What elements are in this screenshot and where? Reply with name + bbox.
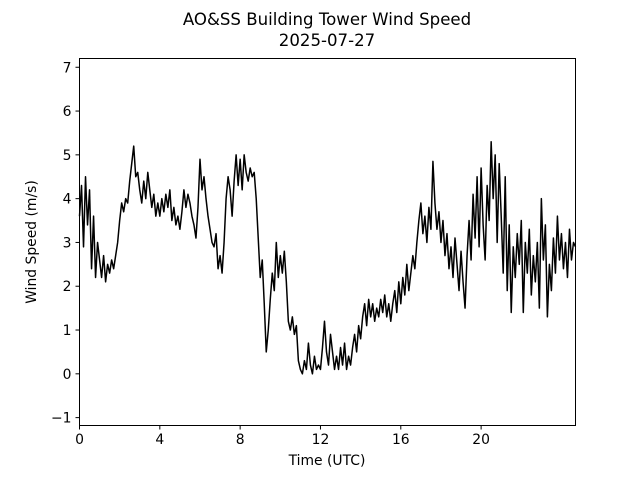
y-tick-label: 3	[63, 235, 72, 251]
y-tick-label: 6	[63, 104, 72, 120]
y-tick-label: 2	[63, 279, 72, 295]
axes-frame	[79, 58, 576, 426]
chart-title: AO&SS Building Tower Wind Speed	[183, 10, 471, 29]
x-tick-label: 20	[472, 432, 490, 448]
x-tick-label: 12	[312, 432, 330, 448]
y-tick-label: −1	[51, 411, 71, 427]
x-tick-label: 4	[155, 432, 164, 448]
x-tick-label: 16	[392, 432, 410, 448]
y-tick-label: 0	[63, 367, 72, 383]
chart-subtitle: 2025-07-27	[279, 31, 375, 50]
y-tick-label: 7	[63, 60, 72, 76]
y-tick-label: 5	[63, 148, 72, 164]
y-axis-label: Wind Speed (m/s)	[24, 180, 40, 304]
x-axis-label: Time (UTC)	[288, 453, 366, 469]
series-layer	[78, 140, 577, 375]
x-tick-label: 8	[236, 432, 245, 448]
x-tick-label: 0	[75, 432, 84, 448]
y-tick-label: 4	[63, 192, 72, 208]
wind-speed-line	[78, 140, 577, 375]
y-tick-label: 1	[63, 323, 72, 339]
